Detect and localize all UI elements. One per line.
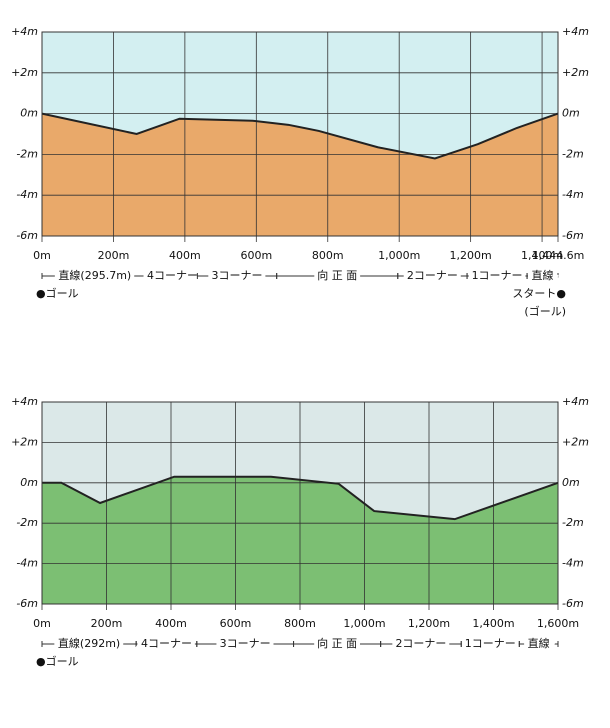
section-label: 向 正 面 (317, 636, 357, 650)
x-tick-label: 0m (33, 617, 51, 630)
plot-frame (41, 401, 559, 605)
x-tick-label: 800m (284, 617, 316, 630)
x-tick-label: 1,000m (378, 249, 420, 262)
y-tick-label: 0m (20, 476, 38, 489)
x-tick-label: 200m (91, 617, 123, 630)
section-label: 直線 (532, 268, 554, 282)
x-tick-label: 1,600m (537, 617, 579, 630)
y-tick-label: +4m (11, 25, 38, 38)
annotation: スタート● (512, 287, 566, 300)
y-tick-label-right: +2m (562, 435, 589, 448)
y-tick-label-right: -4m (562, 557, 584, 570)
profile-line (41, 112, 559, 160)
x-tick-label: 200m (98, 249, 130, 262)
x-tick-label: 1,200m (450, 249, 492, 262)
y-tick-label-right: -6m (562, 229, 584, 242)
plot-frame (41, 31, 559, 237)
y-tick-label: 0m (20, 107, 38, 120)
y-tick-label: +2m (11, 66, 38, 79)
x-tick-label: 0m (33, 249, 51, 262)
x-tick-label: 1,000m (343, 617, 385, 630)
x-tick-label: 400m (155, 617, 187, 630)
section-label: 4コーナー (141, 637, 192, 650)
y-tick-label-right: +4m (562, 395, 589, 408)
x-tick-label: 400m (169, 249, 201, 262)
section-label: 直線(295.7m) (58, 268, 131, 282)
y-tick-label-right: 0m (562, 476, 580, 489)
y-tick-label-right: -4m (562, 188, 584, 201)
section-label: 1コーナー (472, 269, 523, 282)
section-label: 2コーナー (395, 637, 446, 650)
annotation: ●ゴール (36, 286, 79, 300)
y-tick-label-right: -2m (562, 516, 584, 529)
x-tick-label: 600m (220, 617, 252, 630)
x-tick-label: 1,444.6m (532, 249, 585, 262)
x-tick-label: 1,200m (408, 617, 450, 630)
section-label: 2コーナー (407, 269, 458, 282)
y-tick-label: -6m (16, 597, 38, 610)
annotation: ●ゴール (36, 654, 79, 668)
y-tick-label: -2m (16, 147, 38, 160)
section-label: 直線(292m) (58, 636, 120, 650)
section-label: 直線 (528, 636, 550, 650)
x-tick-label: 800m (312, 249, 344, 262)
x-tick-label: 1,400m (521, 249, 563, 262)
y-tick-label-right: -6m (562, 597, 584, 610)
annotation: (ゴール) (524, 304, 566, 318)
x-tick-label: 1,400m (472, 617, 514, 630)
section-label: 向 正 面 (317, 268, 357, 282)
profile-line (42, 475, 559, 521)
y-tick-label-right: +4m (562, 25, 589, 38)
y-tick-label: -4m (16, 557, 38, 570)
y-tick-label-right: -2m (562, 147, 584, 160)
y-tick-label: -4m (16, 188, 38, 201)
x-tick-label: 600m (240, 249, 272, 262)
section-label: 3コーナー (212, 269, 263, 282)
y-tick-label: -2m (16, 516, 38, 529)
y-tick-label: -6m (16, 229, 38, 242)
y-tick-label-right: 0m (562, 107, 580, 120)
y-tick-label: +2m (11, 435, 38, 448)
section-label: 3コーナー (220, 637, 271, 650)
section-label: 1コーナー (465, 637, 516, 650)
y-tick-label: +4m (11, 395, 38, 408)
ground-area (42, 113, 558, 236)
y-tick-label-right: +2m (562, 66, 589, 79)
section-label: 4コーナー (147, 269, 198, 282)
